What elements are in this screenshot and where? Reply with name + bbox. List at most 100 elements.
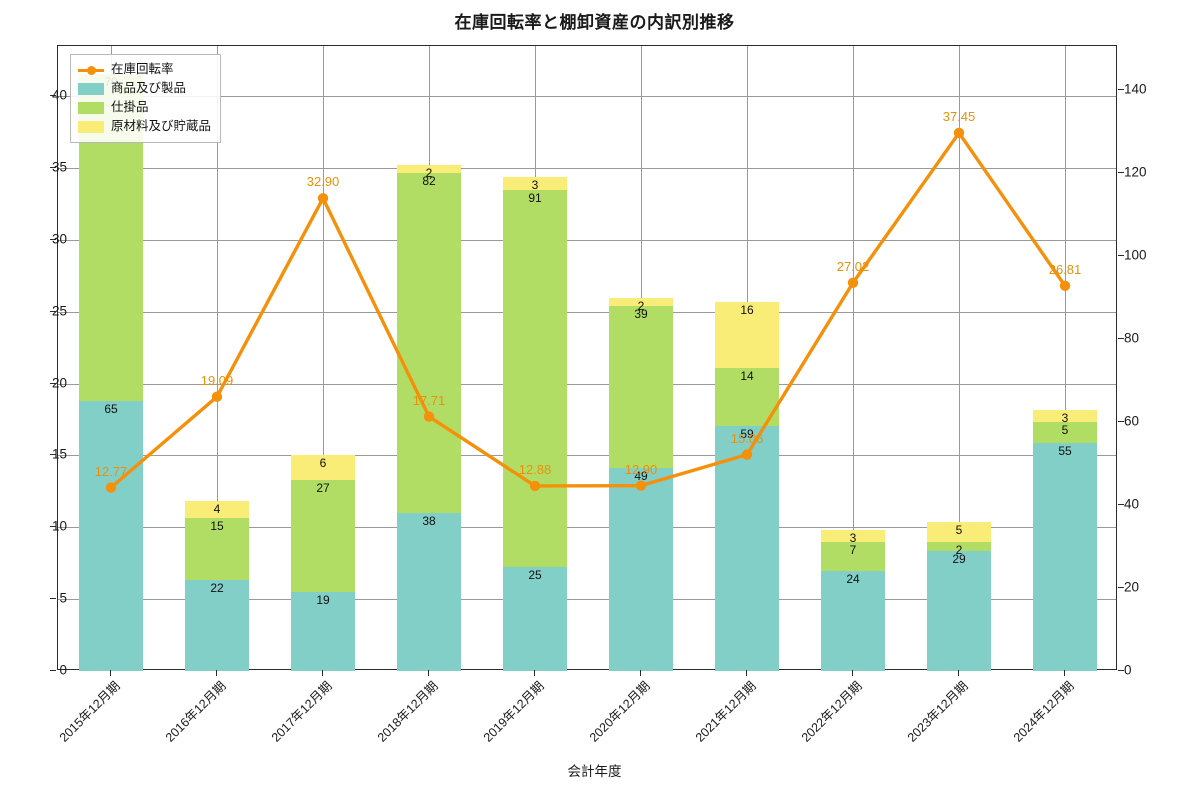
bar-segment-label: 39 [634,307,648,322]
bar-segment-label: 2 [425,166,433,181]
gridline-vertical [323,46,324,669]
y-axis-left-tick-mark [50,526,56,528]
bar-segment[interactable] [503,177,567,190]
bar-segment-label: 14 [740,369,754,384]
bar-segment-label: 2 [955,543,963,558]
line-data-point[interactable] [953,127,965,139]
line-data-label: 17.71 [412,392,446,408]
x-axis-tick-mark [534,670,535,676]
bar-segment[interactable] [185,517,249,580]
y-axis-left-tick-mark [50,598,56,600]
bar-segment[interactable] [927,550,991,671]
line-data-point[interactable] [105,482,117,493]
y-axis-left-tick: 40 [51,87,67,103]
legend-item[interactable]: 商品及び製品 [78,79,211,98]
bar-segment-label: 49 [634,468,648,483]
bar-segment[interactable] [1033,422,1097,443]
bar-segment[interactable] [609,467,673,671]
y-axis-right-tick: 100 [1124,247,1147,263]
bar-segment[interactable] [715,368,779,427]
y-axis-left-tick: 10 [51,518,67,534]
bar-segment-label: 3 [849,530,857,545]
legend-item[interactable]: 原材料及び貯蔵品 [78,117,211,136]
bar-segment[interactable] [79,401,143,671]
line-data-point[interactable] [317,193,329,204]
line-data-point[interactable] [741,449,753,460]
line-data-point[interactable] [529,480,541,492]
y-axis-left-tick: 35 [51,159,67,175]
line-data-label: 37.45 [942,108,976,124]
bar-segment-label: 7 [849,543,857,558]
line-data-point[interactable] [211,391,223,402]
line-data-point[interactable] [423,411,435,422]
bar-segment[interactable] [185,500,249,518]
gridline-horizontal [58,239,1116,241]
line-data-label: 12.88 [518,461,552,477]
x-axis-tick-mark [1064,670,1065,676]
y-axis-right-tick-mark [1118,670,1124,671]
y-axis-left-tick-mark [50,382,56,384]
bar-segment-label: 38 [422,514,436,529]
y-axis-right-tick: 20 [1124,579,1140,595]
y-axis-right-tick-mark [1118,89,1124,91]
y-axis-right-tick: 40 [1124,496,1140,512]
line-data-point[interactable] [635,480,647,491]
chart-legend: 在庫回転率 商品及び製品 仕掛品原材料及び貯蔵品 [70,54,222,143]
bar-segment[interactable] [927,542,991,551]
bar-segment-label: 4 [213,501,221,516]
bar-segment-label: 15 [210,518,224,533]
y-axis-right-tick: 140 [1124,81,1147,97]
plot-area: 6579221541927638822259134939259141624732… [57,45,1117,671]
bar-segment-label: 65 [104,402,118,417]
bar-segment[interactable] [1033,409,1097,423]
bar-segment-label: 24 [846,572,860,587]
bar-segment[interactable] [821,571,885,671]
y-axis-left-tick: 30 [51,231,67,247]
y-axis-left-tick-mark [50,95,56,97]
y-axis-right-tick-mark [1118,587,1124,589]
bar-segment-label: 16 [740,302,754,317]
bar-segment[interactable] [185,579,249,671]
legend-item[interactable]: 仕掛品 [78,98,211,117]
line-data-point[interactable] [847,277,859,288]
line-series-path [109,131,1067,490]
bar-segment-label: 6 [319,456,327,471]
line-data-label: 32.90 [306,174,340,190]
line-data-point[interactable] [1059,280,1071,291]
y-axis-left-tick-mark [50,310,56,312]
bar-segment[interactable] [291,455,355,481]
y-axis-right-tick-mark [1118,172,1124,174]
legend-color-swatch-icon [78,82,104,95]
gridline-horizontal [58,383,1116,385]
line-data-label: 19.09 [200,372,234,388]
legend-item-label: 原材料及び貯蔵品 [111,119,212,134]
y-axis-left-tick: 20 [51,375,67,391]
bar-segment[interactable] [821,542,885,572]
bar-segment[interactable] [821,529,885,543]
line-data-label: 12.77 [94,463,128,479]
bar-segment[interactable] [715,301,779,369]
bar-segment-label: 29 [952,551,966,566]
y-axis-right-tick-mark [1118,338,1124,340]
line-data-label: 26.81 [1048,261,1082,277]
bar-segment[interactable] [609,306,673,468]
bar-segment[interactable] [397,513,461,671]
gridline-horizontal [58,527,1116,529]
line-series-layer [105,127,1071,493]
bar-segment[interactable] [609,297,673,307]
bar-segment[interactable] [1033,442,1097,671]
bar-segment[interactable] [715,426,779,671]
gridline-horizontal [58,599,1116,601]
x-axis-tick-mark [640,670,641,676]
bar-segment[interactable] [503,189,567,568]
legend-item[interactable]: 在庫回転率 [78,60,211,79]
bar-segment[interactable] [397,165,461,174]
bar-segment[interactable] [503,567,567,671]
bar-segment-label: 91 [528,190,542,205]
bar-segment[interactable] [291,592,355,671]
bar-segment-label: 3 [1061,410,1069,425]
bar-segment[interactable] [397,173,461,514]
y-axis-right-tick: 80 [1124,330,1140,346]
bar-segment[interactable] [927,521,991,543]
bar-segment[interactable] [291,480,355,593]
